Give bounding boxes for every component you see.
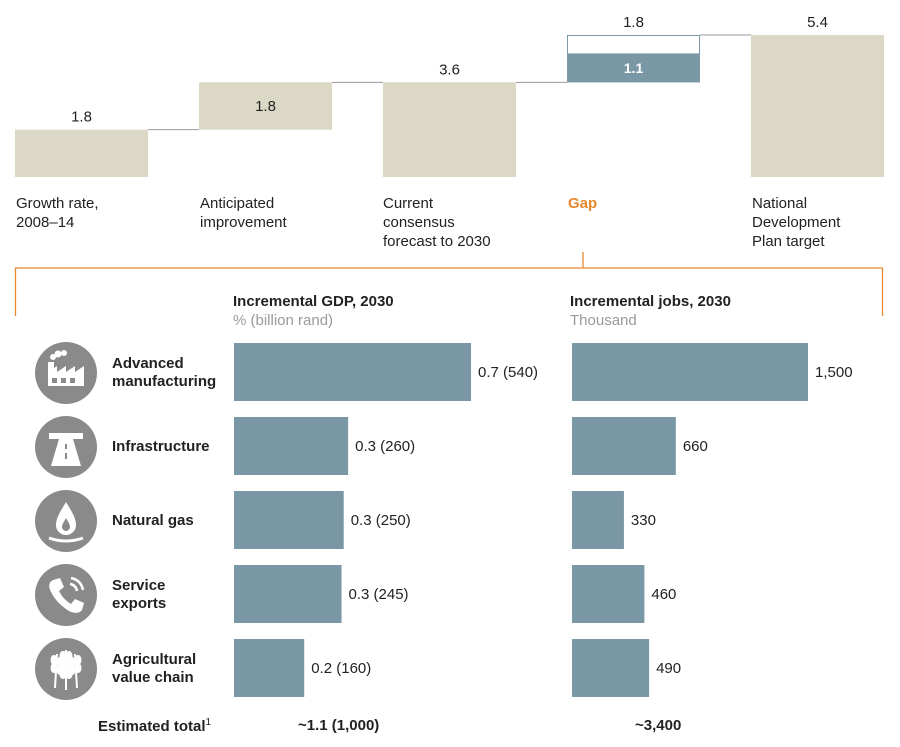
- gdp-header-title: Incremental GDP, 2030: [233, 293, 394, 310]
- waterfall-bar-gap-fill: [567, 53, 700, 83]
- category-name-infrastructure: Infrastructure: [112, 438, 210, 455]
- waterfall-value-4: 5.4: [807, 14, 828, 31]
- jobs-bar-4: [572, 639, 650, 697]
- jobs-bar-3: [572, 565, 645, 623]
- gdp-value-label-1: 0.3 (260): [355, 438, 415, 455]
- waterfall-label-target: National Development Plan target: [752, 195, 841, 250]
- jobs-value-label-3: 460: [651, 586, 676, 603]
- waterfall-value-1: 1.8: [255, 98, 276, 115]
- waterfall-bar-0: [15, 129, 148, 177]
- waterfall-bar-2: [383, 82, 516, 177]
- waterfall-value-gap-inner: 1.1: [624, 60, 644, 76]
- wheat-icon: [35, 638, 97, 700]
- gdp-bar-4: [234, 639, 305, 697]
- jobs-value-label-0: 1,500: [815, 364, 853, 381]
- jobs-header: Incremental jobs, 2030 Thousand: [570, 292, 731, 330]
- jobs-value-label-4: 490: [656, 660, 681, 677]
- jobs-bar-2: [572, 491, 624, 549]
- gdp-value-label-3: 0.3 (245): [349, 586, 409, 603]
- category-name-agricultural-value-chain: Agricultural value chain: [112, 651, 197, 686]
- estimated-total-text: Estimated total: [98, 718, 206, 735]
- factory-icon: [35, 342, 97, 404]
- gdp-header: Incremental GDP, 2030 % (billion rand): [233, 292, 394, 330]
- category-name-advanced-manufacturing: Advanced manufacturing: [112, 355, 217, 390]
- gdp-value-label-4: 0.2 (160): [311, 660, 371, 677]
- gdp-bar-1: [234, 417, 349, 475]
- jobs-value-label-1: 660: [683, 438, 708, 455]
- gdp-bar-0: [234, 343, 471, 401]
- category-name-service-exports: Service exports: [112, 577, 167, 612]
- category-name-natural-gas: Natural gas: [112, 512, 194, 529]
- waterfall-value-0: 1.8: [71, 109, 92, 126]
- phone-icon: [35, 564, 97, 626]
- jobs-total-value: ~3,400: [635, 717, 682, 734]
- waterfall-label-gap: Gap: [568, 195, 598, 212]
- waterfall-bar-4: [751, 34, 884, 178]
- waterfall-label-consensus: Current consensus forecast to 2030: [383, 195, 491, 250]
- jobs-header-title: Incremental jobs, 2030: [570, 293, 731, 310]
- gdp-bar-3: [234, 565, 342, 623]
- jobs-bar-1: [572, 417, 676, 475]
- jobs-header-subtitle: Thousand: [570, 312, 637, 329]
- footnote-marker: 1: [205, 717, 212, 728]
- estimated-total-label: Estimated total1: [98, 717, 211, 735]
- gdp-value-label-0: 0.7 (540): [478, 364, 538, 381]
- waterfall-label-improvement: Anticipated improvement: [200, 195, 287, 231]
- gdp-bar-2: [234, 491, 344, 549]
- gdp-value-label-2: 0.3 (250): [351, 512, 411, 529]
- gdp-header-subtitle: % (billion rand): [233, 312, 334, 329]
- waterfall-value-2: 3.6: [439, 61, 460, 78]
- road-icon: [35, 416, 97, 478]
- waterfall-label-growth: Growth rate, 2008–14: [16, 195, 99, 231]
- gdp-total-value: ~1.1 (1,000): [298, 717, 380, 734]
- jobs-value-label-2: 330: [631, 512, 656, 529]
- waterfall-value-gap: 1.8: [623, 14, 644, 31]
- jobs-bar-0: [572, 343, 808, 401]
- waterfall-bar-1: [199, 82, 332, 130]
- gas-flame-icon: [35, 490, 97, 552]
